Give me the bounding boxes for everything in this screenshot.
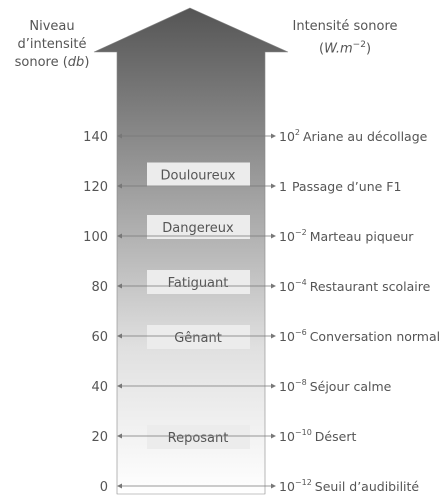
db-tick-label: 0 (100, 480, 108, 495)
intensity-label: 10−6 Conversation normale (279, 328, 440, 344)
intensity-mantissa: 10 (279, 379, 295, 394)
zone-3: Gênant (147, 325, 250, 349)
intensity-label: 10−4 Restaurant scolaire (279, 278, 431, 294)
level-description: Conversation normale (310, 329, 440, 344)
zone-4: Reposant (147, 425, 250, 449)
db-tick-label: 80 (91, 280, 108, 295)
arrowhead-right-icon (271, 383, 276, 389)
intensity-label: 10−2 Marteau piqueur (279, 228, 414, 244)
intensity-mantissa: 1 (279, 179, 287, 194)
arrowhead-right-icon (271, 283, 276, 289)
intensity-label: 102 Ariane au décollage (279, 128, 428, 144)
zone-label: Dangereux (162, 221, 234, 236)
intensity-label: 10−10 Désert (279, 428, 356, 444)
level-description: Marteau piqueur (310, 229, 415, 244)
arrowhead-left-icon (117, 133, 122, 139)
right-axis-title: Intensité sonore (W.m−2) (285, 18, 405, 58)
zone-box (147, 215, 250, 239)
level-description: Passage d’une F1 (292, 179, 401, 194)
intensity-exponent: −4 (295, 278, 307, 287)
zone-1: Dangereux (147, 215, 250, 239)
db-tick-label: 20 (91, 430, 108, 445)
db-tick-label: 140 (83, 130, 108, 145)
db-tick-label: 120 (83, 180, 108, 195)
zone-label: Fatiguant (168, 276, 229, 291)
level-description: Ariane au décollage (303, 129, 428, 144)
level-description: Séjour calme (310, 379, 392, 394)
zone-label: Reposant (168, 431, 229, 446)
zone-2: Fatiguant (147, 270, 250, 294)
arrowhead-left-icon (117, 383, 122, 389)
scale-arrow (93, 7, 289, 495)
zone-labels: Douloureux Dangereux Fatiguant Gênant Reposa… (147, 162, 250, 449)
level-row-120: 120 1 Passage d’une F1 (83, 179, 401, 195)
arrowhead-right-icon (271, 433, 276, 439)
arrowhead-right-icon (271, 183, 276, 189)
left-axis-title: Niveau d’intensité sonore (db) (0, 18, 104, 72)
zone-box (147, 162, 250, 187)
intensity-exponent: −10 (295, 428, 312, 437)
arrowhead-left-icon (117, 183, 122, 189)
intensity-mantissa: 10 (279, 229, 295, 244)
zone-box (147, 325, 250, 349)
intensity-exponent: −2 (295, 228, 307, 237)
intensity-mantissa: 10 (279, 429, 295, 444)
intensity-mantissa: 10 (279, 279, 295, 294)
intensity-exponent: 2 (295, 128, 300, 137)
db-tick-label: 40 (91, 380, 108, 395)
level-row-60: 60 10−6 Conversation normale (91, 328, 440, 345)
intensity-label: 1 Passage d’une F1 (279, 179, 401, 194)
level-row-100: 100 10−2 Marteau piqueur (83, 228, 414, 245)
level-row-40: 40 10−8 Séjour calme (91, 378, 391, 395)
level-description: Désert (315, 429, 357, 444)
arrowhead-right-icon (271, 333, 276, 339)
intensity-exponent: −12 (295, 478, 312, 487)
intensity-exponent: −8 (295, 378, 307, 387)
arrowhead-left-icon (117, 433, 122, 439)
level-row-20: 20 10−10 Désert (91, 428, 356, 445)
arrowhead-left-icon (117, 333, 122, 339)
intensity-exponent: −6 (295, 328, 307, 337)
left-axis-title-line2: sonore (db) (14, 55, 90, 70)
level-row-140: 140 102 Ariane au décollage (83, 128, 427, 145)
db-tick-label: 60 (91, 330, 108, 345)
intensity-label: 10−12 Seuil d’audibilité (279, 478, 419, 494)
zone-box (147, 270, 250, 294)
level-description: Seuil d’audibilité (315, 479, 420, 494)
zone-label: Douloureux (161, 169, 236, 184)
arrowhead-left-icon (117, 233, 122, 239)
db-tick-label: 100 (83, 230, 108, 245)
zone-box (147, 425, 250, 449)
left-axis-title-line1: Niveau d’intensité (17, 19, 87, 52)
intensity-label: 10−8 Séjour calme (279, 378, 392, 394)
zone-0: Douloureux (147, 162, 250, 187)
zone-label: Gênant (174, 331, 222, 346)
arrowhead-right-icon (271, 133, 276, 139)
level-row-0: 0 10−12 Seuil d’audibilité (100, 478, 420, 495)
intensity-mantissa: 10 (279, 329, 295, 344)
level-row-80: 80 10−4 Restaurant scolaire (91, 278, 430, 295)
arrowhead-left-icon (117, 483, 122, 489)
right-axis-title-line1: Intensité sonore (292, 19, 398, 34)
level-description: Restaurant scolaire (310, 279, 431, 294)
right-axis-title-line2: (W.m−2) (318, 40, 372, 57)
arrowhead-left-icon (117, 283, 122, 289)
intensity-mantissa: 10 (279, 129, 295, 144)
intensity-mantissa: 10 (279, 479, 295, 494)
arrowhead-right-icon (271, 233, 276, 239)
arrowhead-right-icon (271, 483, 276, 489)
